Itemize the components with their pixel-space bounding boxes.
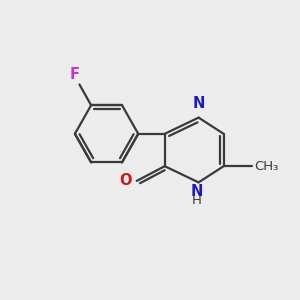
Text: H: H bbox=[192, 194, 202, 207]
Text: F: F bbox=[70, 68, 80, 82]
Text: O: O bbox=[119, 173, 131, 188]
Text: CH₃: CH₃ bbox=[254, 160, 278, 173]
Text: N: N bbox=[191, 184, 203, 199]
Text: N: N bbox=[192, 96, 205, 111]
